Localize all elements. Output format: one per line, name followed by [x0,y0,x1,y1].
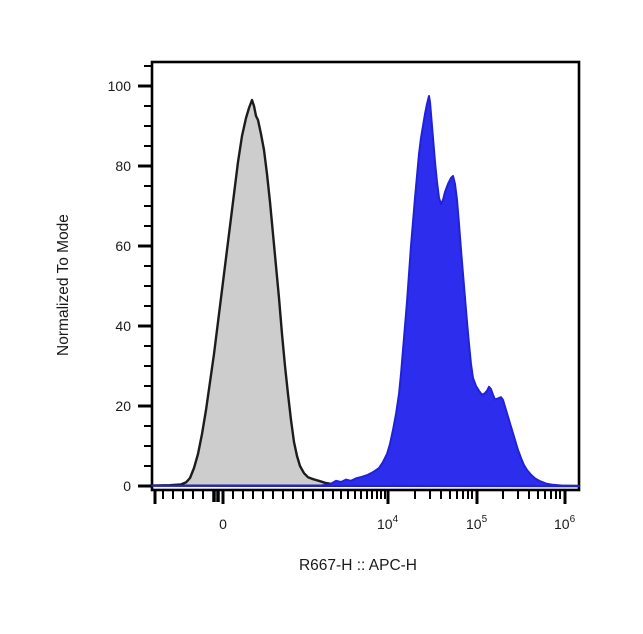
series-unstained-control [150,98,581,488]
x-tick-label: 104 [377,514,399,532]
y-tick-label: 100 [108,78,132,94]
y-axis-title: Normalized To Mode [55,214,72,356]
y-tick-label: 20 [115,398,131,414]
x-tick-label: 106 [554,514,576,532]
x-axis-title: R667-H :: APC-H [299,557,417,574]
y-tick-label: 0 [123,478,131,494]
plot-box [150,60,581,492]
y-tick-label: 80 [115,158,131,174]
y-tick-label: 60 [115,238,131,254]
y-tick-label: 40 [115,318,131,334]
series-stained-apc [151,95,580,487]
x-tick-label: 105 [466,514,488,532]
x-tick-label: 0 [219,516,227,532]
